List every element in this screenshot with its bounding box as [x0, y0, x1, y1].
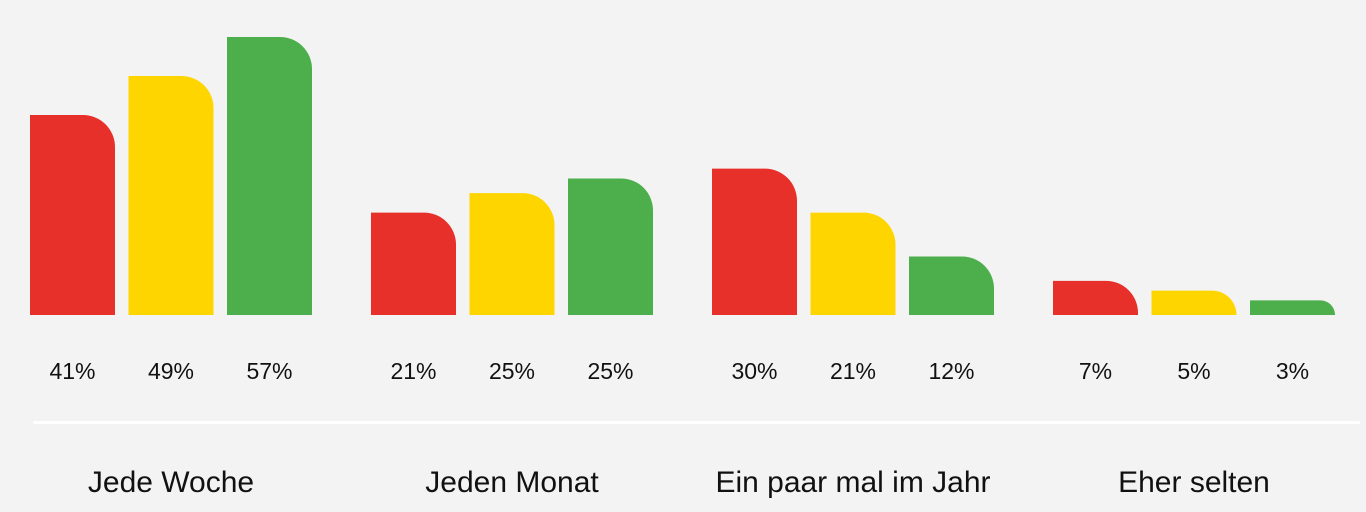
- value-label-2-2: 25%: [489, 358, 535, 384]
- bar-4-2: [1151, 290, 1237, 315]
- value-label-1-1: 41%: [49, 358, 95, 384]
- value-label-2-1: 21%: [390, 358, 436, 384]
- value-label-2-3: 25%: [587, 358, 633, 384]
- bar-3-2: [810, 212, 896, 315]
- bar-4-1: [1053, 280, 1138, 315]
- value-labels-layer: 41% 49% 57% 21% 25% 25% 30% 21% 12% 7% 5% 3%: [49, 358, 1309, 384]
- bar-2-2: [469, 193, 555, 315]
- bar-3-3: [909, 256, 994, 315]
- value-label-4-1: 7%: [1079, 358, 1112, 384]
- value-label-3-1: 30%: [731, 358, 777, 384]
- bar-1-2: [128, 76, 214, 315]
- category-label-4: Eher selten: [1118, 466, 1270, 499]
- bars-layer: [30, 37, 1335, 315]
- separator-line: [33, 421, 1360, 424]
- bar-3-1: [712, 168, 797, 315]
- category-labels-layer: Jede Woche Jeden Monat Ein paar mal im Jah…: [88, 466, 1270, 499]
- bar-1-3: [227, 37, 312, 315]
- value-label-1-3: 57%: [246, 358, 292, 384]
- bar-1-1: [30, 115, 115, 315]
- value-label-3-3: 12%: [928, 358, 974, 384]
- value-label-4-3: 3%: [1276, 358, 1309, 384]
- value-label-4-2: 5%: [1177, 358, 1210, 384]
- value-label-3-2: 21%: [830, 358, 876, 384]
- bar-4-3: [1250, 300, 1335, 315]
- category-label-1: Jede Woche: [88, 466, 254, 499]
- category-label-3: Ein paar mal im Jahr: [715, 466, 990, 499]
- bar-2-3: [568, 178, 653, 315]
- value-label-1-2: 49%: [148, 358, 194, 384]
- bar-2-1: [371, 212, 456, 315]
- category-label-2: Jeden Monat: [425, 466, 599, 499]
